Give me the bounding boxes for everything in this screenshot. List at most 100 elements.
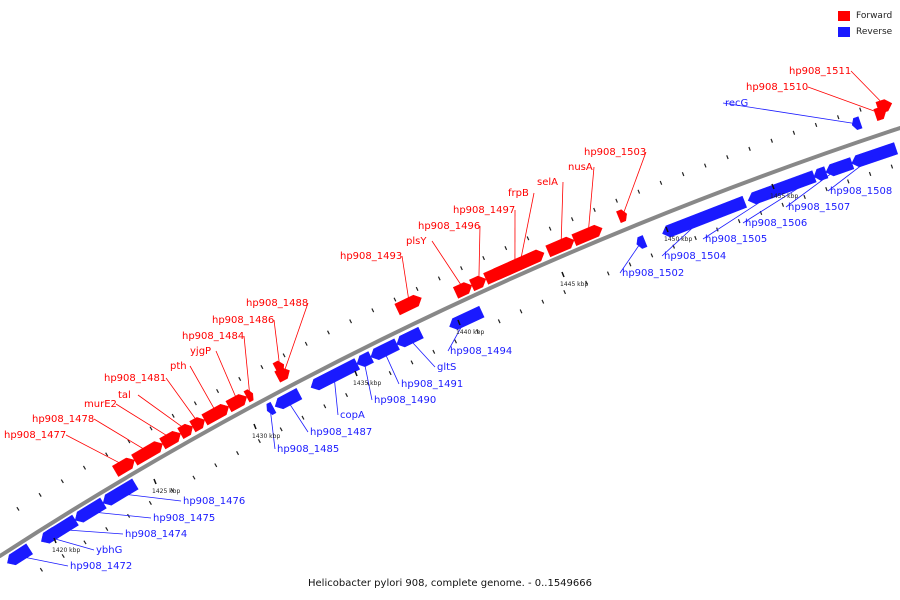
gene-label-sela: selA xyxy=(537,177,558,188)
gene-label-tal: tal xyxy=(118,390,131,401)
minor-tick xyxy=(345,393,349,398)
minor-tick xyxy=(659,180,663,185)
gene-pth xyxy=(201,403,229,426)
gene-label-hp908_1487: hp908_1487 xyxy=(310,427,372,438)
minor-tick xyxy=(606,271,610,276)
gene-label-hp908_1496: hp908_1496 xyxy=(418,221,480,232)
minor-tick xyxy=(127,439,131,444)
label-leader xyxy=(785,167,840,208)
minor-tick xyxy=(60,479,64,484)
minor-tick xyxy=(541,299,545,304)
gene-label-hp908_1488: hp908_1488 xyxy=(246,298,308,309)
gene-nusa xyxy=(571,224,603,246)
minor-tick xyxy=(526,236,530,241)
gene-label-hp908_1507: hp908_1507 xyxy=(788,202,850,213)
minor-tick xyxy=(260,364,264,370)
minor-tick xyxy=(170,488,174,493)
minor-tick xyxy=(82,465,87,470)
gene-label-hp908_1506: hp908_1506 xyxy=(745,218,807,229)
minor-tick xyxy=(836,115,840,120)
gene-hp908_1478 xyxy=(131,441,163,466)
scale-tick xyxy=(771,183,775,190)
minor-tick xyxy=(650,253,654,258)
minor-tick xyxy=(847,179,850,184)
label-leader xyxy=(383,350,400,385)
gene-hp908_1477 xyxy=(112,457,135,477)
gene-hp908_1508 xyxy=(851,142,899,168)
gene-label-hp908_1476: hp908_1476 xyxy=(183,496,245,507)
gene-label-nusa: nusA xyxy=(568,162,593,173)
label-leader xyxy=(283,302,309,374)
minor-tick xyxy=(548,226,552,231)
scale-label: 1445 kbp xyxy=(560,281,588,288)
gene-label-ybhg: ybhG xyxy=(96,545,122,556)
label-leader xyxy=(243,335,251,396)
minor-tick xyxy=(301,415,305,420)
label-leader xyxy=(408,338,436,368)
minor-tick xyxy=(628,262,632,267)
minor-tick xyxy=(781,202,785,207)
minor-tick xyxy=(16,506,20,511)
gene-label-plsy: plsY xyxy=(406,236,427,247)
minor-tick xyxy=(388,371,392,376)
gene-label-copa: copA xyxy=(340,410,365,421)
label-leader xyxy=(89,511,152,519)
label-leader xyxy=(478,225,481,283)
scale-labels: 1420 kbp 1425 kbp 1430 kbp 1435 kbp 1440 kbp… xyxy=(52,183,798,554)
gene-recg xyxy=(851,116,863,130)
minor-tick xyxy=(216,388,220,394)
label-leader xyxy=(722,102,857,125)
gene-hp908_1493 xyxy=(394,294,422,316)
gene-hp908_1475 xyxy=(74,497,107,523)
gene-plsy xyxy=(452,282,473,299)
minor-tick xyxy=(890,164,894,169)
scale-tick xyxy=(457,319,461,326)
gene-hp908_1503 xyxy=(616,209,627,224)
scale-tick xyxy=(665,226,669,233)
label-leader xyxy=(661,217,704,257)
gene-hp908_1472 xyxy=(7,543,33,566)
minor-tick xyxy=(497,319,501,324)
gene-label-hp908_1485: hp908_1485 xyxy=(277,444,339,455)
gene-label-hp908_1484: hp908_1484 xyxy=(182,331,244,342)
minor-tick xyxy=(437,276,441,281)
label-leader xyxy=(827,155,875,192)
minor-tick xyxy=(570,217,574,222)
minor-tick xyxy=(482,255,485,261)
minor-tick xyxy=(814,122,818,127)
gene-hp908_1488 xyxy=(274,367,290,383)
scale-label: 1425 kbp xyxy=(152,488,180,495)
scale-label: 1435 kbp xyxy=(353,380,381,387)
minor-tick xyxy=(454,339,458,344)
minor-tick xyxy=(748,146,751,151)
label-leader xyxy=(137,394,187,431)
gene-hp908_1481 xyxy=(189,417,205,433)
gene-hp908_1487 xyxy=(274,388,303,410)
label-leader xyxy=(60,529,124,535)
scale-tick xyxy=(354,370,358,377)
gene-hp908_1476 xyxy=(102,478,139,506)
gene-label-hp908_1472: hp908_1472 xyxy=(70,561,132,572)
gene-hp908_1506 xyxy=(813,166,829,181)
minor-tick xyxy=(637,189,641,194)
label-leader xyxy=(48,536,95,551)
gene-label-hp908_1511: hp908_1511 xyxy=(789,66,851,77)
label-leader xyxy=(269,409,276,450)
label-leader xyxy=(333,375,339,416)
minor-tick xyxy=(105,452,109,457)
label-leader xyxy=(115,403,172,439)
minor-tick xyxy=(770,138,773,143)
label-leader xyxy=(619,242,642,274)
label-leaders xyxy=(18,70,886,567)
scale-tick xyxy=(153,478,157,485)
label-leader xyxy=(431,240,465,290)
gene-label-hp908_1505: hp908_1505 xyxy=(705,234,767,245)
gene-hp908_1474 xyxy=(44,514,79,542)
gene-label-hp908_1491: hp908_1491 xyxy=(401,379,463,390)
gene-hp908_1511 xyxy=(875,99,893,114)
label-leader xyxy=(447,318,466,352)
label-leader xyxy=(702,188,782,240)
minor-tick xyxy=(415,286,419,291)
minor-tick xyxy=(504,246,508,251)
